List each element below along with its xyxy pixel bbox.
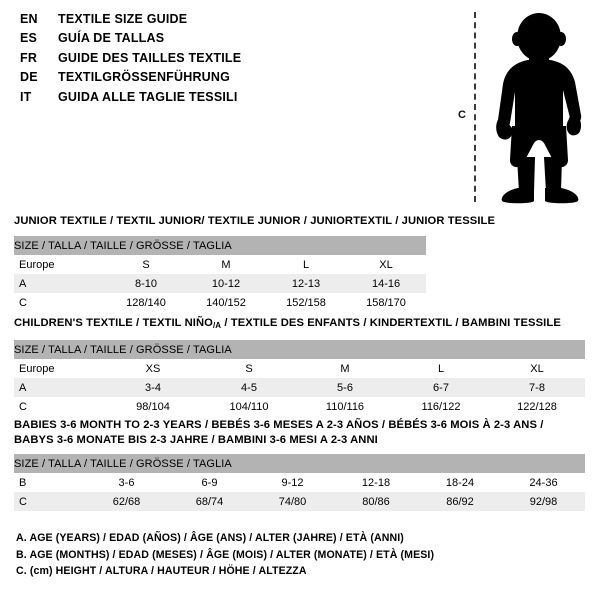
language-row-it: IT GUIDA ALLE TAGLIE TESSILI [20,90,440,109]
cell-value: XL [489,359,585,378]
table-header-row: SIZE / TALLA / TAILLE / GRÖSSE / TAGLIA [14,454,585,473]
section-title-subscript: /A [212,321,222,330]
section-title-line1: BABIES 3-6 MONTH TO 2-3 YEARS / BEBÉS 3-… [14,419,544,431]
row-label: B [14,473,85,492]
section-title: CHILDREN'S TEXTILE / TEXTIL NIÑO/A / TEX… [14,316,585,333]
table-row: C 98/104 104/110 110/116 116/122 122/128 [14,397,585,416]
language-row-es: ES GUÍA DE TALLAS [20,31,440,50]
cell-value: M [297,359,393,378]
height-measure-label: C [458,109,466,121]
cell-value: 3-4 [105,378,201,397]
size-header-label: SIZE / TALLA / TAILLE / GRÖSSE / TAGLIA [14,236,427,255]
language-code: DE [20,70,38,85]
cell-value: 68/74 [168,492,251,511]
childrens-size-table: SIZE / TALLA / TAILLE / GRÖSSE / TAGLIA … [14,340,585,416]
table-header-row: SIZE / TALLA / TAILLE / GRÖSSE / TAGLIA [14,236,427,255]
language-title: GUIDE DES TAILLES TEXTILE [58,50,242,65]
size-header-label: SIZE / TALLA / TAILLE / GRÖSSE / TAGLIA [14,454,585,473]
height-measure-figure: C [448,6,596,206]
cell-value: 62/68 [85,492,168,511]
table-row: C 62/68 68/74 74/80 80/86 86/92 92/98 [14,492,585,511]
cell-value: 98/104 [105,397,201,416]
language-code: ES [20,31,38,46]
cell-value: 10-12 [186,274,266,293]
cell-value: 8-10 [106,274,186,293]
cell-value: 116/122 [393,397,489,416]
cell-value: M [186,255,266,274]
section-title-line2: BABYS 3-6 MONATE BIS 2-3 JAHRE / BAMBINI… [14,434,378,446]
legend-item-b: B. AGE (MONTHS) / EDAD (MESES) / ÂGE (MO… [16,548,435,561]
row-label: C [14,492,85,511]
section-junior-textile: JUNIOR TEXTILE / TEXTIL JUNIOR/ TEXTILE … [14,214,495,312]
table-row: A 8-10 10-12 12-13 14-16 [14,274,427,293]
cell-value: S [106,255,186,274]
section-title: BABIES 3-6 MONTH TO 2-3 YEARS / BEBÉS 3-… [14,418,585,448]
row-label: Europe [14,359,105,378]
language-title: TEXTILE SIZE GUIDE [58,12,188,26]
language-row-de: DE TEXTILGRÖSSENFÜHRUNG [20,70,440,89]
language-title: GUÍA DE TALLAS [58,31,165,46]
row-label: Europe [14,255,106,274]
cell-value: 12-13 [266,274,346,293]
cell-value: 128/140 [106,293,186,312]
cell-value: 80/86 [334,492,418,511]
cell-value: 152/158 [266,293,346,312]
legend-item-c: C. (cm) HEIGHT / ALTURA / HAUTEUR / HÖHE… [16,565,307,577]
cell-value: 7-8 [489,378,585,397]
row-label: C [14,397,105,416]
cell-value: 6-7 [393,378,489,397]
cell-value: 104/110 [201,397,297,416]
cell-value: S [201,359,297,378]
language-row-en: EN TEXTILE SIZE GUIDE [20,12,440,31]
row-label: A [14,378,105,397]
section-title: JUNIOR TEXTILE / TEXTIL JUNIOR/ TEXTILE … [14,215,496,227]
junior-size-table: SIZE / TALLA / TAILLE / GRÖSSE / TAGLIA … [14,236,427,312]
section-babies-textile: BABIES 3-6 MONTH TO 2-3 YEARS / BEBÉS 3-… [14,418,585,511]
legend-item-a: A. AGE (YEARS) / EDAD (AÑOS) / ÂGE (ANS)… [16,532,404,544]
language-code: FR [20,50,38,65]
cell-value: 14-16 [346,274,427,293]
cell-value: 3-6 [85,473,168,492]
cell-value: 24-36 [502,473,585,492]
babies-size-table: SIZE / TALLA / TAILLE / GRÖSSE / TAGLIA … [14,454,585,511]
size-header-label: SIZE / TALLA / TAILLE / GRÖSSE / TAGLIA [14,340,585,359]
table-row: A 3-4 4-5 5-6 6-7 7-8 [14,378,585,397]
height-dashed-line [474,12,476,202]
cell-value: 12-18 [334,473,418,492]
cell-value: L [393,359,489,378]
language-code: IT [20,89,32,104]
row-label: C [14,293,106,312]
table-row: B 3-6 6-9 9-12 12-18 18-24 24-36 [14,473,585,492]
cell-value: 86/92 [418,492,502,511]
row-label: A [14,274,106,293]
cell-value: 110/116 [297,397,393,416]
table-row: Europe XS S M L XL [14,359,585,378]
table-row: Europe S M L XL [14,255,427,274]
cell-value: 122/128 [489,397,585,416]
language-title-list: EN TEXTILE SIZE GUIDE ES GUÍA DE TALLAS … [20,12,440,109]
section-title-post: / TEXTILE DES ENFANTS / KINDERTEXTIL / B… [221,317,561,329]
legend-block: A. AGE (YEARS) / EDAD (AÑOS) / ÂGE (ANS)… [16,530,434,580]
cell-value: L [266,255,346,274]
section-childrens-textile: CHILDREN'S TEXTILE / TEXTIL NIÑO/A / TEX… [14,316,585,416]
cell-value: XL [346,255,427,274]
table-header-row: SIZE / TALLA / TAILLE / GRÖSSE / TAGLIA [14,340,585,359]
cell-value: 140/152 [186,293,266,312]
cell-value: 9-12 [251,473,334,492]
cell-value: 92/98 [502,492,585,511]
cell-value: XS [105,359,201,378]
cell-value: 6-9 [168,473,251,492]
language-title: GUIDA ALLE TAGLIE TESSILI [58,89,238,104]
table-row: C 128/140 140/152 152/158 158/170 [14,293,427,312]
toddler-silhouette-icon [496,13,582,204]
cell-value: 4-5 [201,378,297,397]
cell-value: 158/170 [346,293,427,312]
language-code: EN [20,12,38,26]
language-row-fr: FR GUIDE DES TAILLES TEXTILE [20,51,440,70]
section-title-pre: CHILDREN'S TEXTILE / TEXTIL NIÑO [14,317,213,329]
language-title: TEXTILGRÖSSENFÜHRUNG [58,70,231,85]
cell-value: 5-6 [297,378,393,397]
cell-value: 74/80 [251,492,334,511]
cell-value: 18-24 [418,473,502,492]
